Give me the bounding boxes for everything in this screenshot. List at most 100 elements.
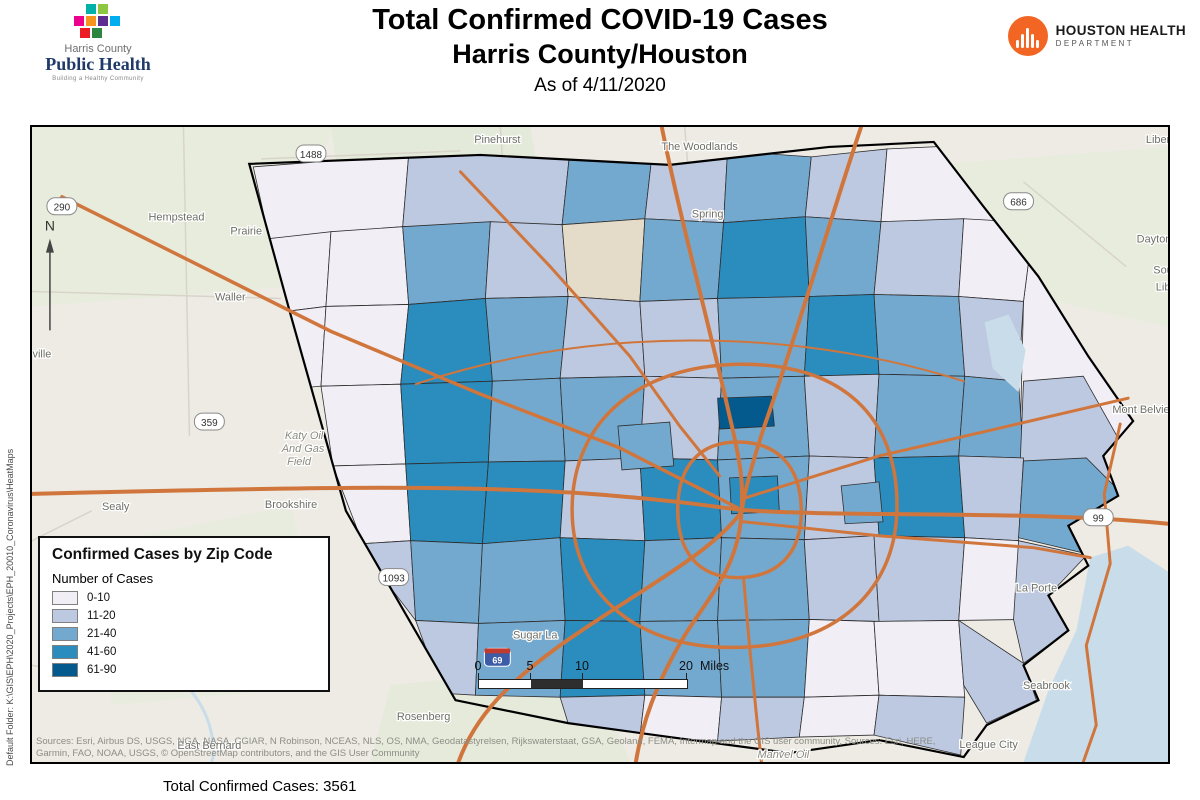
logo-square-icon	[74, 16, 84, 26]
zip-region	[561, 218, 646, 302]
legend-swatch	[52, 627, 78, 641]
county-boundary	[247, 140, 1135, 759]
zip-region	[402, 148, 571, 228]
logo-square-icon	[80, 28, 90, 38]
place-label: Sou	[1153, 265, 1168, 277]
legend-label: 11-20	[87, 610, 116, 622]
road-shield-icon	[1082, 508, 1114, 527]
scale-bar: 0 5 10 20 Miles	[474, 659, 818, 697]
legend-label: 41-60	[87, 646, 117, 658]
zip-region	[873, 620, 966, 698]
zip-region	[717, 696, 805, 742]
minor-road	[1023, 181, 1127, 268]
zip-choropleth	[252, 141, 1134, 756]
place-label: Prairie	[230, 226, 262, 238]
road-shield-icon	[1003, 192, 1034, 211]
minor-road	[32, 290, 282, 300]
zip-region	[873, 455, 966, 539]
highway	[60, 195, 740, 510]
place-label: Field	[287, 456, 312, 468]
road-shield-label: 359	[201, 418, 218, 429]
place-label: Brookshire	[265, 499, 317, 511]
zip-region	[804, 148, 888, 223]
road-shield-label: 69	[492, 655, 502, 665]
hhd-logo-text: HOUSTON HEALTH DEPARTMENT	[1055, 22, 1186, 49]
map-legend: Confirmed Cases by Zip Code Number of Ca…	[38, 536, 330, 692]
place-label: La Porte	[1016, 583, 1057, 595]
zip-region	[840, 481, 884, 525]
zip-region	[402, 221, 491, 305]
legend-item: 41-60	[52, 645, 316, 659]
legend-item: 0-10	[52, 591, 316, 605]
legend-label: 21-40	[87, 628, 117, 640]
scale-segment	[531, 680, 583, 688]
place-label: Liber	[1146, 134, 1168, 146]
minor-road	[182, 127, 191, 437]
road-shield-label: 686	[1010, 198, 1027, 209]
hcph-logo-icon	[70, 4, 126, 40]
zip-region	[410, 540, 483, 624]
zip-region	[717, 216, 810, 299]
total-confirmed-cases: Total Confirmed Cases: 3561	[163, 778, 357, 795]
road-shield-icon	[295, 144, 327, 163]
map-attribution-line2: Garmin, FAO, NOAA, USGS, © OpenStreetMap…	[36, 748, 420, 759]
place-label: Sugar La	[513, 629, 558, 641]
zip-region	[958, 619, 1037, 724]
zip-region	[487, 377, 566, 463]
place-label: Seabrook	[1023, 680, 1070, 692]
legend-item: 61-90	[52, 663, 316, 677]
logo-square-icon	[92, 28, 102, 38]
legend-label: 0-10	[87, 592, 111, 604]
scale-tick-label: 10	[575, 659, 589, 673]
highway	[742, 520, 1092, 560]
place-label: The Woodlands	[661, 141, 738, 153]
hhd-logo-line1: HOUSTON HEALTH	[1055, 22, 1186, 38]
place-label: Katy Oil	[285, 430, 324, 442]
hcph-logo-county: Harris County	[64, 43, 132, 55]
logo-square-icon	[86, 16, 96, 26]
place-label: East Bernard	[177, 740, 241, 752]
highway	[32, 485, 1168, 526]
zip-region	[958, 537, 1024, 621]
highway	[743, 396, 1130, 500]
legend-subtitle: Number of Cases	[52, 571, 154, 586]
map-attribution-line1: Sources: Esri, Airbus DS, USGS, NGA, NAS…	[36, 736, 936, 747]
place-label: ville	[33, 348, 52, 360]
zip-region	[484, 296, 569, 382]
zip-region	[320, 383, 407, 467]
logo-square-icon	[98, 4, 108, 14]
scale-tick	[530, 673, 531, 679]
place-label: Dayton	[1137, 234, 1168, 246]
zip-region	[873, 294, 966, 377]
hhd-logo-line2: DEPARTMENT	[1055, 39, 1135, 49]
scale-bar-segments	[478, 679, 688, 689]
lake	[984, 314, 1026, 393]
scale-segment	[583, 680, 687, 688]
zip-region	[798, 694, 880, 738]
road-shield-label: 1093	[383, 574, 406, 585]
hcph-logo-title: Public Health	[45, 54, 151, 74]
place-label: Waller	[215, 291, 246, 303]
highway	[1081, 422, 1122, 762]
logo-square-icon	[86, 4, 96, 14]
scale-segment	[479, 680, 531, 688]
interstate-shield-band	[484, 648, 511, 654]
page-title-line1: Total Confirmed COVID-19 Cases	[372, 4, 828, 36]
default-folder-note: Default Folder: K:\GIS\EPH\2020_Projects…	[5, 448, 15, 766]
hhd-logo: HOUSTON HEALTH DEPARTMENT	[1007, 16, 1186, 56]
zip-region	[803, 294, 880, 377]
legend-swatch	[52, 663, 78, 677]
highway	[742, 576, 763, 762]
zip-region	[400, 298, 493, 385]
scale-tick-label: 20	[679, 659, 693, 673]
zip-region	[803, 535, 880, 622]
as-of-date: As of 4/11/2020	[534, 75, 666, 96]
zip-region	[873, 218, 965, 297]
zip-region	[639, 218, 724, 302]
scale-tick-label: 5	[526, 659, 534, 673]
highway	[675, 440, 804, 580]
place-label: Liber	[1156, 281, 1168, 293]
scale-tick-label: 0	[474, 659, 482, 673]
place-label: Sealy	[102, 501, 130, 513]
zip-region	[478, 537, 566, 624]
